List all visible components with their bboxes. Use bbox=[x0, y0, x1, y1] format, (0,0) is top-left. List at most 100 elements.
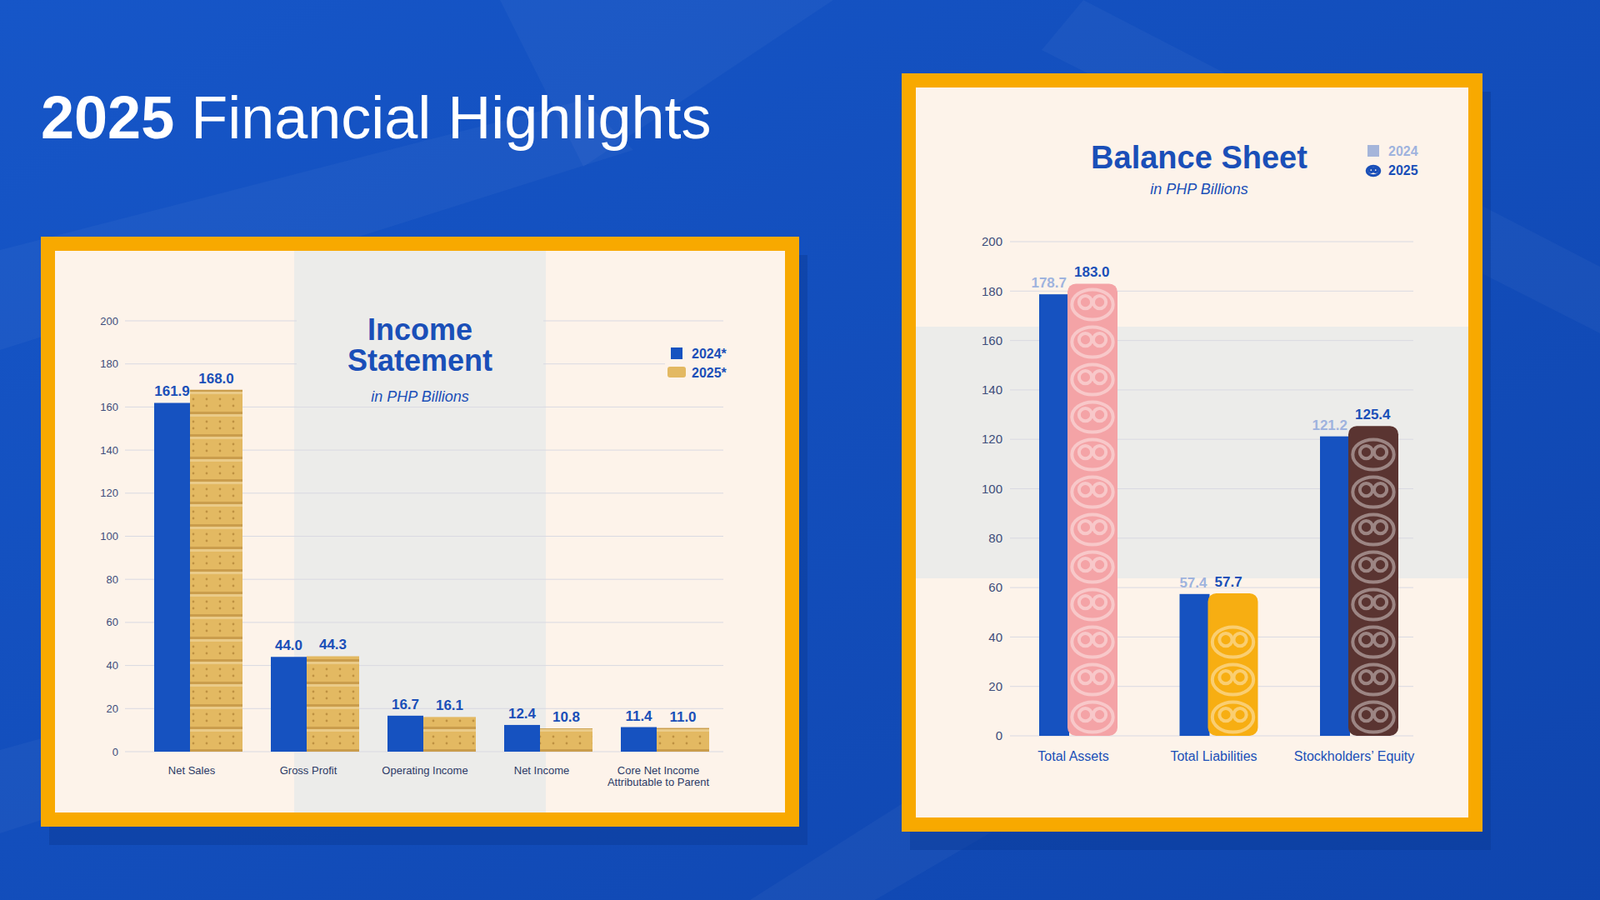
tick-label: 80 bbox=[106, 573, 119, 586]
panel-paper bbox=[55, 250, 785, 813]
panel-frame bbox=[901, 73, 1483, 832]
pretzel-loop bbox=[1093, 558, 1106, 571]
tick-label: 140 bbox=[981, 382, 1003, 397]
data-label: 44.0 bbox=[275, 637, 303, 654]
legend-patch bbox=[665, 341, 740, 384]
chart-title: Balance Sheet bbox=[1090, 140, 1308, 175]
legend-pretzel bbox=[1366, 165, 1380, 175]
y-axis: 020406080100120140160180200 bbox=[981, 234, 1414, 743]
bar bbox=[1208, 593, 1259, 736]
legend-label: 2024 bbox=[1388, 144, 1419, 159]
bar bbox=[540, 728, 593, 752]
tick-label: 120 bbox=[100, 486, 119, 500]
tick-label: 200 bbox=[981, 234, 1003, 249]
pretzel-loop bbox=[1071, 439, 1113, 470]
stage: 2025 Financial Highlights020406080100120… bbox=[0, 0, 1600, 900]
tick-label: 20 bbox=[988, 679, 1003, 694]
pretzel-loop bbox=[1352, 476, 1394, 507]
chart-subtitle: in PHP Billions bbox=[1150, 180, 1248, 198]
bar bbox=[423, 716, 476, 752]
pretzel-loop bbox=[1079, 408, 1092, 421]
tick-label: 200 bbox=[100, 315, 119, 328]
pretzel-loop bbox=[1093, 708, 1106, 721]
pretzel-loop bbox=[1071, 364, 1113, 395]
pretzel-loop bbox=[1352, 589, 1394, 620]
pretzel-loop bbox=[1093, 370, 1106, 384]
pretzel-loop bbox=[1071, 626, 1113, 657]
pretzel-loop bbox=[1233, 708, 1246, 721]
pretzel-loop bbox=[1079, 633, 1092, 646]
category-label: Net Income bbox=[514, 764, 570, 777]
pretzel-loop bbox=[1071, 401, 1113, 432]
pretzel-loop bbox=[1219, 708, 1232, 721]
pretzel-texture bbox=[1212, 626, 1254, 732]
data-label: 57.7 bbox=[1215, 574, 1243, 590]
legend-swatch bbox=[1366, 165, 1380, 175]
pretzel-texture bbox=[1352, 439, 1394, 732]
pretzel-loop bbox=[1079, 445, 1092, 459]
grid-line bbox=[1010, 735, 1414, 737]
pretzel-loop bbox=[1093, 333, 1106, 346]
legend-swatch bbox=[1367, 145, 1380, 157]
text-line: Core Net Income bbox=[617, 764, 700, 777]
background bbox=[0, 0, 1600, 900]
pretzel-loop bbox=[1079, 295, 1092, 309]
pretzel-loop bbox=[1374, 708, 1387, 721]
bar bbox=[1348, 425, 1399, 736]
tick-label: 40 bbox=[106, 659, 119, 672]
pretzel-loop bbox=[1360, 520, 1373, 534]
pretzel-loop bbox=[1079, 558, 1092, 571]
panel-fold bbox=[294, 250, 546, 813]
category-label: Gross Profit bbox=[280, 764, 338, 777]
pretzel-loop bbox=[1352, 514, 1394, 545]
tick-label: 120 bbox=[981, 431, 1003, 446]
pretzel-loop bbox=[1352, 664, 1394, 695]
legend: 20242025 bbox=[1366, 144, 1418, 178]
panel-fold bbox=[915, 326, 1469, 579]
bar bbox=[504, 725, 540, 752]
title-year: 2025 bbox=[40, 84, 175, 151]
pretzel-loop bbox=[1212, 626, 1254, 657]
legend-swatch bbox=[670, 347, 683, 360]
bar bbox=[1067, 283, 1118, 736]
legend-label: 2025* bbox=[691, 365, 728, 380]
pretzel-loop bbox=[1093, 595, 1106, 609]
title-patch bbox=[296, 313, 544, 407]
data-label: 11.0 bbox=[669, 709, 696, 725]
pretzel-loop bbox=[1233, 670, 1246, 684]
tick-label: 0 bbox=[995, 728, 1003, 743]
bar bbox=[1320, 436, 1350, 736]
data-label: 121.2 bbox=[1311, 417, 1348, 434]
pretzel-loop bbox=[1212, 701, 1254, 732]
legend-swatch bbox=[667, 366, 686, 378]
data-label: 57.4 bbox=[1179, 575, 1208, 591]
tick-label: 60 bbox=[106, 615, 119, 629]
pretzel-loop bbox=[1360, 483, 1373, 496]
tick-label: 160 bbox=[981, 333, 1003, 348]
pretzel-loop bbox=[1219, 670, 1232, 684]
data-label: 178.7 bbox=[1030, 275, 1067, 291]
pretzel-loop bbox=[1079, 595, 1092, 609]
data-label: 125.4 bbox=[1355, 406, 1391, 423]
text-line: Statement bbox=[347, 343, 493, 378]
pretzel-loop bbox=[1352, 626, 1394, 657]
bar bbox=[387, 715, 424, 752]
tick-label: 100 bbox=[981, 481, 1003, 496]
bar bbox=[1180, 594, 1210, 736]
tick-label: 20 bbox=[106, 702, 119, 715]
tick-label: 40 bbox=[988, 630, 1003, 645]
text-line: Income bbox=[367, 312, 473, 347]
category-label: Operating Income bbox=[381, 764, 468, 777]
pretzel-loop bbox=[1360, 633, 1373, 646]
bar bbox=[656, 728, 710, 752]
pretzel-loop bbox=[1071, 551, 1113, 582]
tick-label: 180 bbox=[981, 284, 1003, 299]
grid-line bbox=[1010, 241, 1414, 243]
chart-title: IncomeStatement bbox=[347, 312, 493, 378]
category-label: Core Net IncomeAttributable to Parent bbox=[607, 764, 710, 789]
pretzel-loop bbox=[1079, 370, 1092, 384]
pretzel-loop bbox=[1360, 445, 1373, 459]
pretzel-loop bbox=[1071, 589, 1113, 620]
data-label: 16.1 bbox=[435, 697, 464, 714]
pretzel-loop bbox=[1233, 633, 1246, 646]
